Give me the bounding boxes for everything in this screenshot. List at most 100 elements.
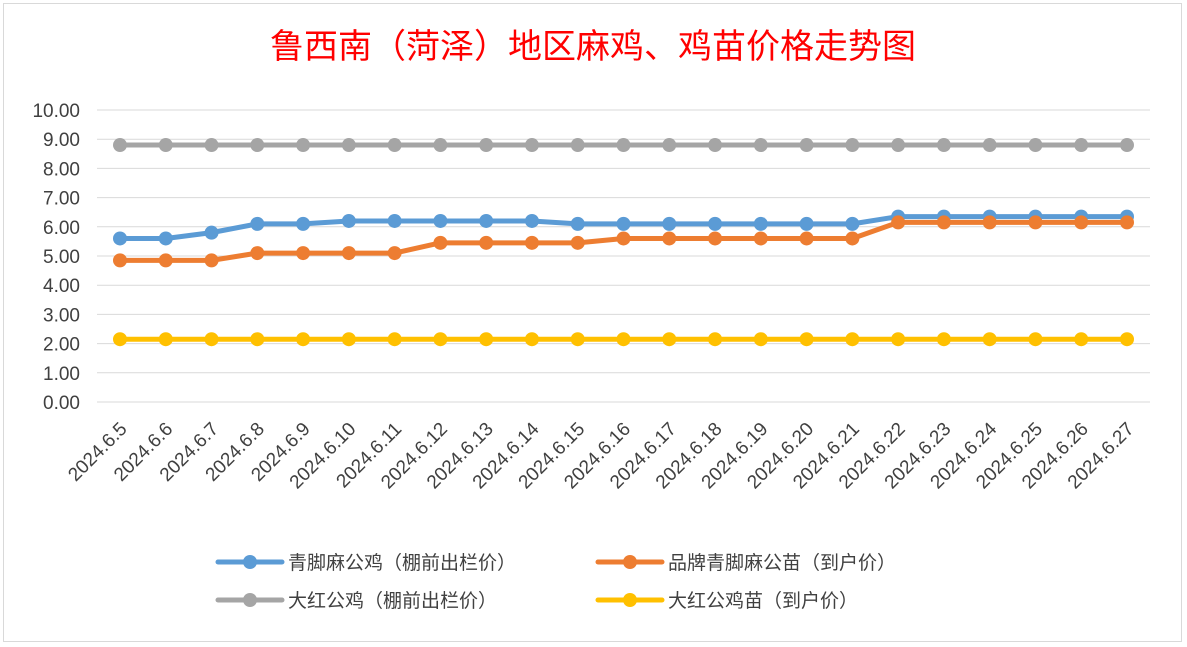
y-tick-label: 6.00: [43, 218, 80, 239]
data-point: [1120, 138, 1134, 153]
data-point: [799, 231, 814, 246]
data-point: [524, 332, 539, 347]
series-4: [113, 332, 1134, 347]
data-point: [570, 332, 585, 347]
data-point: [296, 332, 311, 347]
data-point: [936, 138, 951, 153]
data-point: [616, 332, 631, 347]
data-point: [662, 216, 677, 231]
data-point: [936, 332, 951, 347]
data-point: [570, 216, 585, 231]
series-3: [113, 138, 1134, 153]
data-point: [1120, 332, 1134, 347]
y-tick-label: 7.00: [43, 189, 80, 210]
data-point: [891, 332, 906, 347]
data-point: [936, 215, 951, 230]
data-point: [250, 246, 265, 261]
y-tick-label: 10.00: [32, 101, 80, 122]
legend-swatch-marker: [243, 593, 257, 607]
data-point: [387, 213, 402, 228]
data-point: [204, 225, 219, 240]
data-point: [662, 138, 677, 153]
y-tick-label: 2.00: [43, 335, 80, 356]
data-point: [387, 138, 402, 153]
legend-label: 青脚麻公鸡（棚前出栏价）: [288, 552, 516, 574]
data-point: [387, 246, 402, 261]
data-point: [524, 213, 539, 228]
data-point: [845, 216, 860, 231]
y-tick-label: 0.00: [43, 393, 80, 414]
data-point: [158, 332, 173, 347]
series-2: [113, 215, 1134, 268]
legend-item: 品牌青脚麻公苗（到户价）: [595, 552, 896, 574]
data-point: [982, 332, 997, 347]
legend-item: 青脚麻公鸡（棚前出栏价）: [215, 552, 516, 574]
data-point: [479, 332, 494, 347]
data-point: [662, 231, 677, 246]
data-point: [708, 332, 723, 347]
data-point: [524, 235, 539, 250]
data-point: [982, 215, 997, 230]
y-tick-label: 9.00: [43, 130, 80, 151]
data-point: [158, 253, 173, 268]
legend-item: 大红公鸡（棚前出栏价）: [215, 590, 497, 612]
chart-title: 鲁西南（菏泽）地区麻鸡、鸡苗价格走势图: [270, 27, 916, 67]
data-point: [616, 231, 631, 246]
data-point: [433, 332, 448, 347]
data-point: [1028, 332, 1043, 347]
data-point: [158, 138, 173, 153]
data-point: [1074, 138, 1089, 153]
data-point: [1120, 215, 1134, 230]
data-point: [524, 138, 539, 153]
data-point: [204, 332, 219, 347]
data-point: [570, 235, 585, 250]
data-point: [799, 332, 814, 347]
data-point: [296, 138, 311, 153]
legend-swatch-marker: [623, 593, 637, 607]
data-point: [1028, 138, 1043, 153]
data-point: [296, 246, 311, 261]
data-point: [250, 138, 265, 153]
data-point: [662, 332, 677, 347]
y-tick-label: 3.00: [43, 305, 80, 326]
data-point: [1074, 332, 1089, 347]
data-point: [387, 332, 402, 347]
data-point: [799, 216, 814, 231]
data-point: [479, 138, 494, 153]
series-lines: [113, 138, 1134, 347]
data-point: [296, 216, 311, 231]
data-point: [616, 216, 631, 231]
data-point: [845, 138, 860, 153]
data-point: [341, 246, 356, 261]
data-point: [1028, 215, 1043, 230]
data-point: [708, 216, 723, 231]
data-point: [891, 138, 906, 153]
legend-label: 品牌青脚麻公苗（到户价）: [668, 552, 896, 574]
legend-item: 大红公鸡苗（到户价）: [595, 590, 858, 612]
data-point: [708, 138, 723, 153]
data-point: [845, 231, 860, 246]
data-point: [753, 231, 768, 246]
data-point: [1074, 215, 1089, 230]
x-axis-tick-labels: 2024.6.52024.6.62024.6.72024.6.82024.6.9…: [64, 418, 1138, 493]
data-point: [708, 231, 723, 246]
data-point: [113, 231, 127, 246]
data-point: [479, 213, 494, 228]
data-point: [753, 332, 768, 347]
data-point: [982, 138, 997, 153]
legend-swatch-marker: [623, 555, 637, 569]
data-point: [570, 138, 585, 153]
legend-swatch-marker: [243, 555, 257, 569]
legend-label: 大红公鸡苗（到户价）: [668, 590, 858, 612]
data-point: [113, 138, 127, 153]
data-point: [204, 253, 219, 268]
data-point: [113, 253, 127, 268]
data-point: [753, 138, 768, 153]
data-point: [753, 216, 768, 231]
data-point: [433, 213, 448, 228]
y-tick-label: 4.00: [43, 276, 80, 297]
data-point: [158, 231, 173, 246]
y-tick-label: 5.00: [43, 247, 80, 268]
data-point: [891, 215, 906, 230]
data-point: [845, 332, 860, 347]
